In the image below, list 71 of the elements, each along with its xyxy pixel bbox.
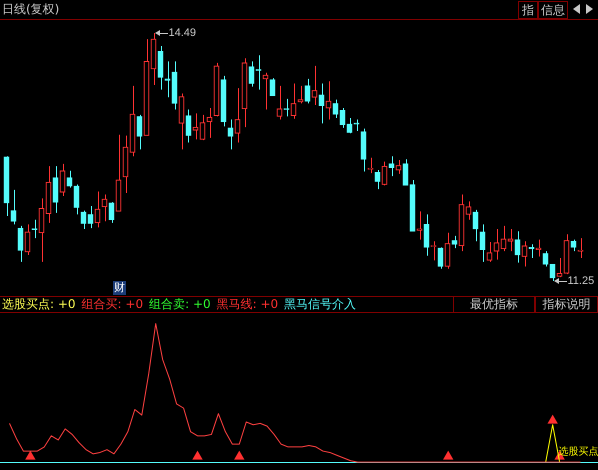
candlestick xyxy=(234,88,240,143)
text: 黑马信号介入 xyxy=(284,297,356,311)
candlestick xyxy=(514,230,520,264)
candlestick xyxy=(424,214,430,256)
candlestick xyxy=(550,264,556,282)
candlestick xyxy=(88,205,94,229)
candlestick xyxy=(248,60,254,88)
candlestick xyxy=(270,78,276,96)
candlestick xyxy=(80,210,86,230)
candlestick xyxy=(472,209,478,242)
text: 选股买点: +0 xyxy=(2,297,76,311)
candlestick xyxy=(284,98,290,117)
candlestick xyxy=(480,224,486,262)
candlestick xyxy=(66,170,72,188)
candlestick xyxy=(340,108,346,128)
text: 最优指标 xyxy=(453,296,535,313)
candlestick xyxy=(402,158,408,186)
candlestick xyxy=(136,114,142,150)
candlestick xyxy=(346,117,352,134)
candlestick xyxy=(312,65,318,106)
candlestick xyxy=(500,225,506,252)
candlestick xyxy=(108,202,114,224)
text: 财 xyxy=(113,281,126,295)
candlestick xyxy=(326,80,332,120)
candlestick xyxy=(522,240,528,267)
text: 黑马线: +0 xyxy=(216,297,278,311)
candlestick xyxy=(276,85,282,120)
annotation: 14.49 xyxy=(168,26,196,41)
candlestick xyxy=(332,99,338,118)
text: 日线(复权) xyxy=(2,1,60,18)
candlestick xyxy=(94,190,100,228)
text: 指 xyxy=(518,1,538,19)
candlestick xyxy=(18,225,24,262)
candlestick xyxy=(60,163,66,197)
candlestick xyxy=(430,240,436,261)
candlestick xyxy=(508,228,514,252)
text: 信息 xyxy=(538,1,568,19)
candlestick xyxy=(388,156,394,177)
candlestick xyxy=(542,250,548,267)
text: 组合买: +0 xyxy=(82,297,144,311)
candlestick xyxy=(206,108,212,138)
candlestick xyxy=(382,161,388,186)
candlestick xyxy=(200,114,206,141)
candlestick xyxy=(74,184,80,215)
annotation: 11.25 xyxy=(568,274,594,289)
candlestick xyxy=(256,54,262,90)
candlestick xyxy=(52,166,58,214)
candlestick xyxy=(262,72,268,110)
candlestick xyxy=(570,239,576,252)
candlestick xyxy=(102,194,108,222)
text: 组合卖: +0 xyxy=(149,297,211,311)
series-label: 选股买点 xyxy=(558,445,598,458)
candlestick xyxy=(186,109,192,143)
candlestick xyxy=(438,246,444,270)
candlestick xyxy=(486,241,492,262)
candlestick xyxy=(228,118,234,150)
candlestick xyxy=(192,112,198,140)
candlestick xyxy=(466,200,472,220)
candlestick xyxy=(494,228,500,260)
candlestick xyxy=(318,83,324,124)
candlestick xyxy=(38,198,44,262)
candlestick xyxy=(452,235,458,249)
candlestick xyxy=(24,224,30,256)
candlestick xyxy=(10,189,16,225)
candlestick xyxy=(374,170,380,190)
candlestick xyxy=(444,232,450,270)
text: 指标说明 xyxy=(535,296,598,313)
candlestick xyxy=(304,78,310,104)
candlestick xyxy=(290,83,296,120)
candlestick xyxy=(396,160,402,174)
candlestick xyxy=(556,258,562,278)
